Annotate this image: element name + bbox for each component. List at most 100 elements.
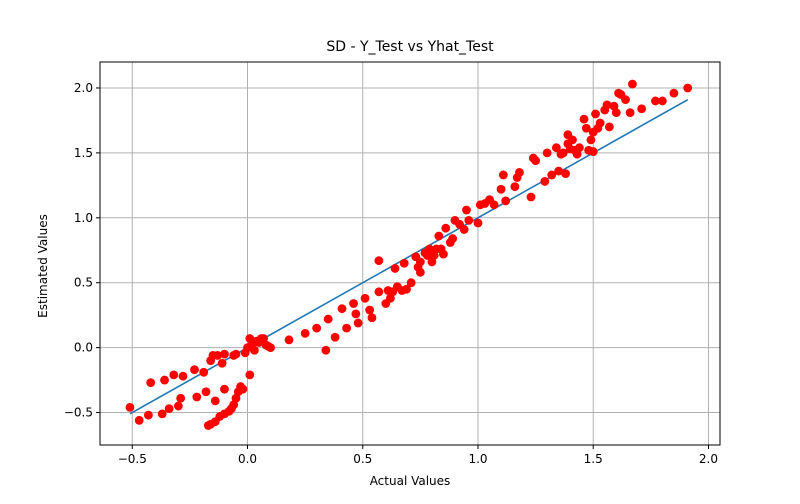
data-point: [399, 258, 409, 268]
data-point: [300, 328, 310, 338]
data-point: [190, 365, 199, 375]
data-point: [434, 231, 444, 241]
x-tick-label: 0.0: [238, 452, 257, 466]
data-point: [367, 313, 377, 323]
data-point: [415, 257, 425, 267]
data-point: [531, 156, 541, 166]
data-point: [284, 335, 294, 345]
x-axis-label: Actual Values: [370, 474, 451, 488]
data-point: [611, 108, 621, 118]
x-ticks: −0.5 0.0 0.5 1.0 1.5 2.0: [118, 445, 718, 466]
data-point: [547, 170, 557, 180]
data-point: [173, 401, 183, 411]
data-point: [540, 177, 550, 186]
data-point: [157, 409, 167, 419]
data-point: [604, 122, 614, 132]
data-point: [551, 143, 561, 153]
data-point: [213, 351, 222, 360]
data-point: [374, 287, 384, 297]
data-point: [602, 100, 612, 110]
data-point: [210, 396, 220, 406]
data-point: [441, 223, 451, 233]
data-point: [628, 79, 637, 89]
data-point: [351, 309, 361, 319]
data-point: [425, 244, 434, 254]
x-tick-label: −0.5: [118, 452, 147, 466]
data-point: [374, 256, 384, 266]
data-point: [526, 192, 536, 202]
x-tick-label: 0.5: [353, 452, 372, 466]
data-point: [683, 83, 693, 93]
data-point: [365, 305, 375, 315]
data-point: [637, 104, 647, 114]
data-point: [160, 375, 169, 385]
data-point: [568, 135, 577, 145]
data-point: [192, 392, 202, 402]
data-point: [231, 349, 241, 359]
data-point: [459, 225, 469, 234]
data-point: [164, 404, 174, 414]
y-tick-label: 0.5: [74, 276, 93, 290]
data-point: [169, 370, 179, 380]
data-point: [439, 249, 448, 259]
data-point: [238, 384, 248, 394]
data-point: [561, 169, 570, 179]
grid-lines: [100, 62, 720, 445]
data-point: [402, 284, 411, 294]
data-point: [201, 387, 211, 397]
plot-frame: [99, 61, 721, 446]
data-point: [496, 184, 506, 194]
data-point: [134, 415, 144, 425]
data-point: [462, 205, 471, 215]
x-tick-label: 1.5: [584, 452, 603, 466]
data-point: [312, 323, 322, 333]
data-point: [625, 108, 635, 118]
y-tick-label: 1.0: [74, 211, 93, 225]
fit-line: [129, 98, 689, 415]
data-point: [579, 114, 589, 124]
data-point: [178, 371, 188, 381]
data-point: [489, 200, 499, 210]
data-point: [321, 345, 331, 355]
data-point: [542, 148, 552, 158]
data-point: [575, 143, 584, 153]
x-tick-label: 2.0: [699, 452, 718, 466]
data-point: [250, 345, 259, 355]
data-point: [217, 358, 227, 368]
data-point: [144, 410, 153, 420]
data-point: [588, 147, 598, 156]
data-point: [266, 343, 275, 353]
data-point: [448, 234, 458, 243]
data-point: [199, 367, 209, 377]
data-point: [554, 166, 564, 176]
data-point: [657, 96, 667, 106]
chart-title: SD - Y_Test vs Yhat_Test: [326, 39, 494, 55]
data-point: [515, 167, 524, 177]
y-tick-label: 0.0: [74, 341, 93, 355]
data-point: [390, 264, 400, 273]
data-point: [595, 118, 605, 128]
data-point: [464, 215, 474, 225]
data-point: [342, 323, 352, 333]
y-tick-label: 1.5: [74, 146, 93, 160]
data-point: [349, 299, 358, 308]
x-tick-label: 1.0: [468, 452, 487, 466]
data-point: [245, 370, 255, 380]
data-point: [501, 196, 511, 206]
data-point: [621, 95, 630, 105]
data-point: [146, 378, 156, 388]
data-point: [360, 293, 370, 303]
data-point: [353, 318, 363, 328]
data-point: [510, 182, 520, 192]
data-point: [669, 88, 679, 98]
data-point: [330, 332, 340, 342]
points-layer: [125, 79, 693, 430]
y-axis-label: Estimated Values: [36, 214, 50, 318]
y-ticks: −0.5 0.0 0.5 1.0 1.5 2.0: [64, 81, 100, 420]
y-tick-label: −0.5: [64, 406, 93, 420]
data-point: [220, 384, 229, 394]
y-tick-label: 2.0: [74, 81, 93, 95]
data-point: [176, 393, 186, 403]
data-point: [586, 135, 596, 145]
